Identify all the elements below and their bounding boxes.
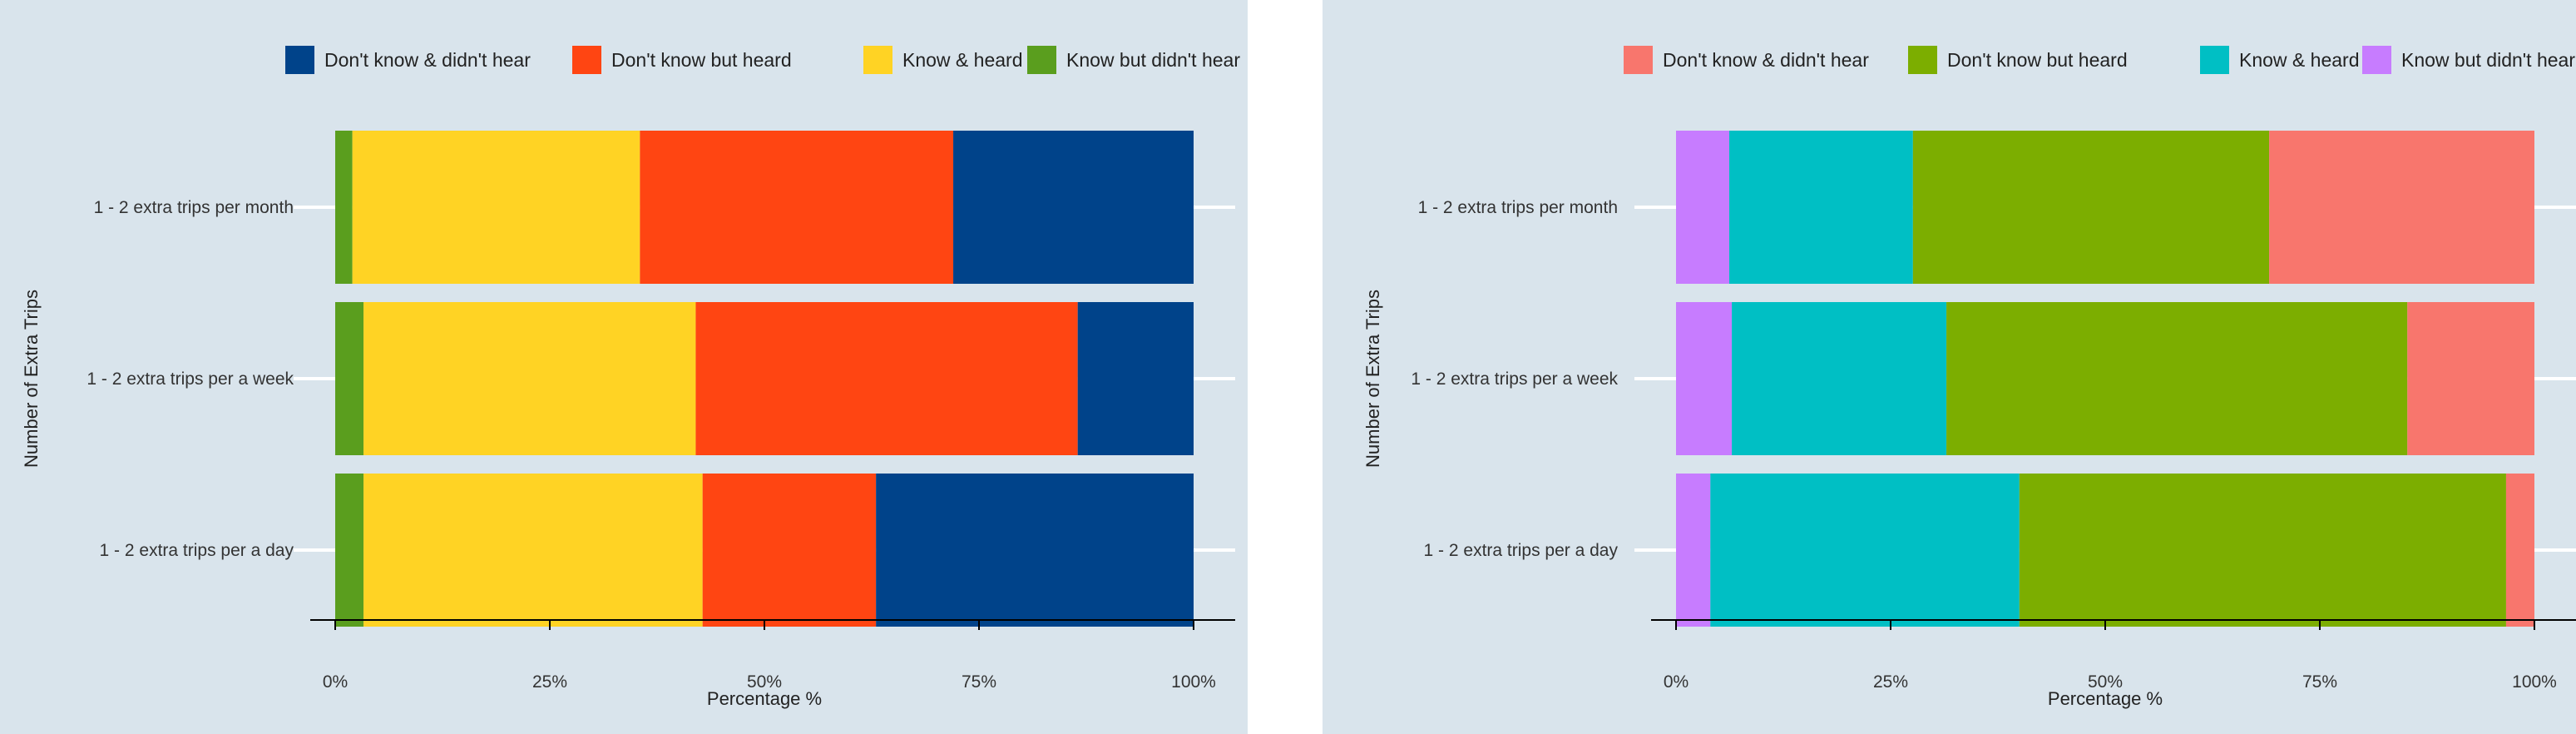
legend-label-know-heard: Know & heard bbox=[2239, 49, 2359, 71]
bar-segment-know-heard-row-3 bbox=[363, 474, 703, 627]
x-tick-label: 75% bbox=[962, 672, 996, 692]
bar-segment-know-but-didn-t-hear-row-3 bbox=[1676, 474, 1711, 627]
x-tick-label: 0% bbox=[323, 672, 348, 692]
bar-segment-know-heard-row-2 bbox=[363, 302, 696, 455]
category-label: 1 - 2 extra trips per month bbox=[94, 198, 294, 217]
stacked-bar-chart-left: 1 - 2 extra trips per month 1 - 2 extra t… bbox=[0, 0, 1248, 734]
legend-swatch-don-t-know-but-heard bbox=[572, 46, 601, 74]
legend-swatch-know-but-didn-t-hear bbox=[2362, 46, 2391, 74]
legend-label-know-but-didn-t-hear: Know but didn't hear bbox=[2401, 49, 2575, 71]
x-tick-label: 25% bbox=[1873, 672, 1908, 692]
legend-label-don-t-know-but-heard: Don't know but heard bbox=[611, 49, 792, 71]
stacked-bar-chart-right: 1 - 2 extra trips per month 1 - 2 extra t… bbox=[1323, 0, 2576, 734]
bar-segment-know-but-didn-t-hear-row-2 bbox=[335, 302, 364, 455]
legend-label-don-t-know-didn-t-hear: Don't know & didn't hear bbox=[324, 49, 531, 71]
legend-label-don-t-know-didn-t-hear: Don't know & didn't hear bbox=[1663, 49, 1869, 71]
chart-panel-left: 1 - 2 extra trips per month 1 - 2 extra t… bbox=[0, 0, 1248, 734]
x-axis-title: Percentage % bbox=[2048, 688, 2163, 709]
legend-swatch-know-heard bbox=[2200, 46, 2229, 74]
bar-segment-know-but-didn-t-hear-row-3 bbox=[335, 474, 364, 627]
bar-segment-don-t-know-but-heard-row-2 bbox=[1946, 302, 2408, 455]
chart-panel-right: 1 - 2 extra trips per month 1 - 2 extra t… bbox=[1323, 0, 2576, 734]
bar-segment-don-t-know-but-heard-row-3 bbox=[2019, 474, 2506, 627]
x-tick-label: 0% bbox=[1664, 672, 1688, 692]
bar-segment-know-heard-row-3 bbox=[1710, 474, 2020, 627]
bar-segment-know-heard-row-2 bbox=[1732, 302, 1947, 455]
category-label: 1 - 2 extra trips per a day bbox=[1424, 541, 1619, 560]
category-label: 1 - 2 extra trips per a day bbox=[100, 541, 294, 560]
x-tick-label: 25% bbox=[532, 672, 567, 692]
bar-segment-know-but-didn-t-hear-row-1 bbox=[1676, 131, 1729, 284]
y-axis-title: Number of Extra Trips bbox=[21, 290, 42, 468]
bar-segment-know-but-didn-t-hear-row-1 bbox=[335, 131, 353, 284]
bar-segment-don-t-know-but-heard-row-3 bbox=[702, 474, 877, 627]
legend-label-know-heard: Know & heard bbox=[902, 49, 1022, 71]
category-label: 1 - 2 extra trips per month bbox=[1418, 198, 1618, 217]
y-axis-title: Number of Extra Trips bbox=[1362, 290, 1383, 468]
bar-segment-don-t-know-but-heard-row-2 bbox=[695, 302, 1078, 455]
bar-segment-don-t-know-didn-t-hear-row-2 bbox=[1077, 302, 1194, 455]
x-axis-title: Percentage % bbox=[707, 688, 822, 709]
bar-segment-don-t-know-didn-t-hear-row-2 bbox=[2407, 302, 2534, 455]
legend-label-know-but-didn-t-hear: Know but didn't hear bbox=[1066, 49, 1240, 71]
legend-swatch-don-t-know-but-heard bbox=[1908, 46, 1937, 74]
bar-segment-don-t-know-didn-t-hear-row-1 bbox=[2269, 131, 2534, 284]
legend-swatch-know-but-didn-t-hear bbox=[1027, 46, 1056, 74]
x-tick-label: 100% bbox=[2512, 672, 2557, 692]
legend-swatch-know-heard bbox=[863, 46, 892, 74]
bar-segment-don-t-know-didn-t-hear-row-3 bbox=[2505, 474, 2534, 627]
legend-swatch-don-t-know-didn-t-hear bbox=[285, 46, 314, 74]
x-tick-label: 50% bbox=[2088, 672, 2123, 692]
bar-segment-know-heard-row-1 bbox=[352, 131, 640, 284]
bar-segment-know-but-didn-t-hear-row-2 bbox=[1676, 302, 1733, 455]
x-tick-label: 100% bbox=[1171, 672, 1216, 692]
bar-segment-don-t-know-but-heard-row-1 bbox=[1912, 131, 2270, 284]
bar-segment-know-heard-row-1 bbox=[1728, 131, 1913, 284]
bar-segment-don-t-know-didn-t-hear-row-1 bbox=[953, 131, 1194, 284]
bar-segment-don-t-know-but-heard-row-1 bbox=[640, 131, 954, 284]
legend-label-don-t-know-but-heard: Don't know but heard bbox=[1947, 49, 2128, 71]
x-tick-label: 50% bbox=[747, 672, 782, 692]
x-tick-label: 75% bbox=[2302, 672, 2337, 692]
category-label: 1 - 2 extra trips per a week bbox=[87, 369, 294, 389]
category-label: 1 - 2 extra trips per a week bbox=[1411, 369, 1618, 389]
legend-swatch-don-t-know-didn-t-hear bbox=[1624, 46, 1653, 74]
bar-segment-don-t-know-didn-t-hear-row-3 bbox=[876, 474, 1194, 627]
